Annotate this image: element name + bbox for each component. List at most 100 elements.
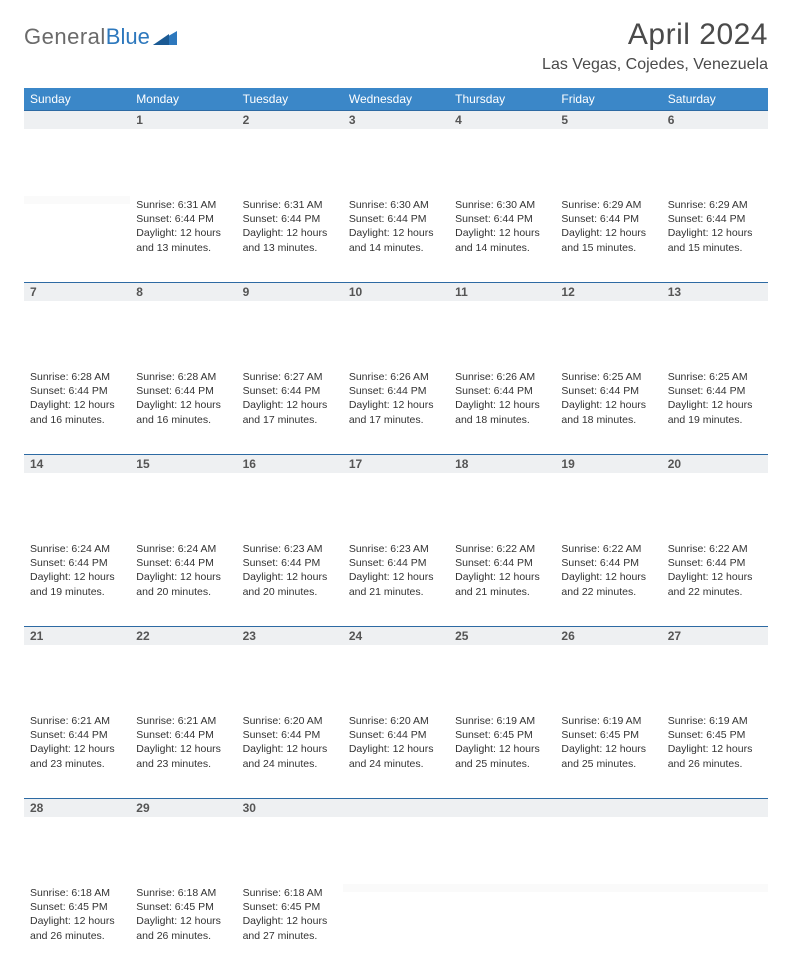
daylight-line1: Daylight: 12 hours (136, 398, 230, 412)
day-number: 7 (24, 282, 130, 301)
sunset-text: Sunset: 6:45 PM (455, 728, 549, 742)
day-cell-header (24, 110, 130, 196)
sunrise-text: Sunrise: 6:21 AM (30, 714, 124, 728)
sunset-text: Sunset: 6:45 PM (243, 900, 337, 914)
daylight-line2: and 24 minutes. (243, 757, 337, 771)
daylight-line1: Daylight: 12 hours (30, 914, 124, 928)
sunset-text: Sunset: 6:44 PM (136, 728, 230, 742)
day-number: 27 (662, 626, 768, 645)
daylight-line2: and 21 minutes. (455, 585, 549, 599)
day-cell-body: Sunrise: 6:29 AMSunset: 6:44 PMDaylight:… (662, 196, 768, 282)
sunset-text: Sunset: 6:44 PM (668, 384, 762, 398)
day-cell-body: Sunrise: 6:30 AMSunset: 6:44 PMDaylight:… (343, 196, 449, 282)
sunrise-text: Sunrise: 6:18 AM (136, 886, 230, 900)
day-number: 23 (237, 626, 343, 645)
calendar-table: Sunday Monday Tuesday Wednesday Thursday… (24, 88, 768, 970)
day-number: 8 (130, 282, 236, 301)
day-cell-body: Sunrise: 6:19 AMSunset: 6:45 PMDaylight:… (662, 712, 768, 798)
day-number: 29 (130, 798, 236, 817)
weekday-header: Sunday (24, 88, 130, 110)
day-number: 4 (449, 110, 555, 129)
daylight-line1: Daylight: 12 hours (136, 914, 230, 928)
daylight-line2: and 17 minutes. (349, 413, 443, 427)
sunrise-text: Sunrise: 6:25 AM (561, 370, 655, 384)
sunset-text: Sunset: 6:44 PM (243, 556, 337, 570)
day-number: 18 (449, 454, 555, 473)
weekday-header: Friday (555, 88, 661, 110)
day-cell-body: Sunrise: 6:26 AMSunset: 6:44 PMDaylight:… (449, 368, 555, 454)
day-number-empty (343, 798, 449, 817)
day-cell-body (343, 884, 449, 970)
sunset-text: Sunset: 6:44 PM (349, 384, 443, 398)
daylight-line2: and 23 minutes. (30, 757, 124, 771)
sunrise-text: Sunrise: 6:18 AM (243, 886, 337, 900)
daylight-line1: Daylight: 12 hours (668, 570, 762, 584)
daylight-line1: Daylight: 12 hours (136, 226, 230, 240)
day-cell-body: Sunrise: 6:25 AMSunset: 6:44 PMDaylight:… (555, 368, 661, 454)
day-number-empty (662, 798, 768, 817)
daylight-line2: and 18 minutes. (455, 413, 549, 427)
daylight-line2: and 26 minutes. (668, 757, 762, 771)
title-block: April 2024 Las Vegas, Cojedes, Venezuela (542, 18, 768, 74)
day-cell-body: Sunrise: 6:24 AMSunset: 6:44 PMDaylight:… (130, 540, 236, 626)
week-body-row: Sunrise: 6:28 AMSunset: 6:44 PMDaylight:… (24, 368, 768, 454)
day-cell-header: 21 (24, 626, 130, 712)
day-cell-body: Sunrise: 6:23 AMSunset: 6:44 PMDaylight:… (343, 540, 449, 626)
day-number: 9 (237, 282, 343, 301)
sunrise-text: Sunrise: 6:31 AM (136, 198, 230, 212)
daylight-line1: Daylight: 12 hours (561, 570, 655, 584)
day-cell-body: Sunrise: 6:26 AMSunset: 6:44 PMDaylight:… (343, 368, 449, 454)
sunrise-text: Sunrise: 6:26 AM (349, 370, 443, 384)
sunrise-text: Sunrise: 6:30 AM (349, 198, 443, 212)
day-cell-body: Sunrise: 6:22 AMSunset: 6:44 PMDaylight:… (555, 540, 661, 626)
sunset-text: Sunset: 6:45 PM (30, 900, 124, 914)
day-cell-body: Sunrise: 6:22 AMSunset: 6:44 PMDaylight:… (662, 540, 768, 626)
week-body-row: Sunrise: 6:31 AM Sunset: 6:44 PM Daylight:… (24, 196, 768, 282)
day-cell-body: Sunrise: 6:31 AMSunset: 6:44 PMDaylight:… (237, 196, 343, 282)
sunrise-text: Sunrise: 6:29 AM (561, 198, 655, 212)
day-number: 16 (237, 454, 343, 473)
sunrise-text: Sunrise: 6:19 AM (561, 714, 655, 728)
sunset-text: Sunset: 6:44 PM (668, 212, 762, 226)
day-cell-body: Sunrise: 6:21 AMSunset: 6:44 PMDaylight:… (130, 712, 236, 798)
sunset-text: Sunset: 6:44 PM (561, 384, 655, 398)
day-cell-header: 19 (555, 454, 661, 540)
sunrise-text: Sunrise: 6:22 AM (455, 542, 549, 556)
sunrise-text: Sunrise: 6:20 AM (349, 714, 443, 728)
day-number: 30 (237, 798, 343, 817)
daylight-line1: Daylight: 12 hours (349, 398, 443, 412)
day-number: 13 (662, 282, 768, 301)
weekday-header: Monday (130, 88, 236, 110)
sunrise-text: Sunrise: 6:29 AM (668, 198, 762, 212)
day-cell-header: 4 (449, 110, 555, 196)
day-cell-header: 7 (24, 282, 130, 368)
day-cell-header: 27 (662, 626, 768, 712)
sunset-text: Sunset: 6:44 PM (136, 384, 230, 398)
day-cell-header: 30 (237, 798, 343, 884)
daylight-line1: Daylight: 12 hours (561, 742, 655, 756)
daylight-line1: Daylight: 12 hours (243, 226, 337, 240)
day-cell-header: 5 (555, 110, 661, 196)
brand-text-1: General (24, 24, 106, 50)
day-number: 5 (555, 110, 661, 129)
daylight-line2: and 13 minutes. (243, 241, 337, 255)
day-number-empty (555, 798, 661, 817)
day-cell-header: 15 (130, 454, 236, 540)
daylight-line2: and 20 minutes. (136, 585, 230, 599)
sunset-text: Sunset: 6:44 PM (561, 212, 655, 226)
sunset-text: Sunset: 6:44 PM (349, 728, 443, 742)
week-body-row: Sunrise: 6:18 AMSunset: 6:45 PMDaylight:… (24, 884, 768, 970)
daylight-line2: and 22 minutes. (561, 585, 655, 599)
sunrise-text: Sunrise: 6:24 AM (30, 542, 124, 556)
sunset-text: Sunset: 6:44 PM (668, 556, 762, 570)
sunset-text: Sunset: 6:44 PM (30, 384, 124, 398)
sunrise-text: Sunrise: 6:19 AM (455, 714, 549, 728)
daylight-line1: Daylight: 12 hours (455, 570, 549, 584)
day-cell-header: 13 (662, 282, 768, 368)
daylight-line2: and 14 minutes. (455, 241, 549, 255)
day-cell-body (662, 884, 768, 970)
day-number: 19 (555, 454, 661, 473)
daylight-line2: and 25 minutes. (455, 757, 549, 771)
brand-triangle-icon (153, 29, 177, 45)
daylight-line1: Daylight: 12 hours (30, 398, 124, 412)
